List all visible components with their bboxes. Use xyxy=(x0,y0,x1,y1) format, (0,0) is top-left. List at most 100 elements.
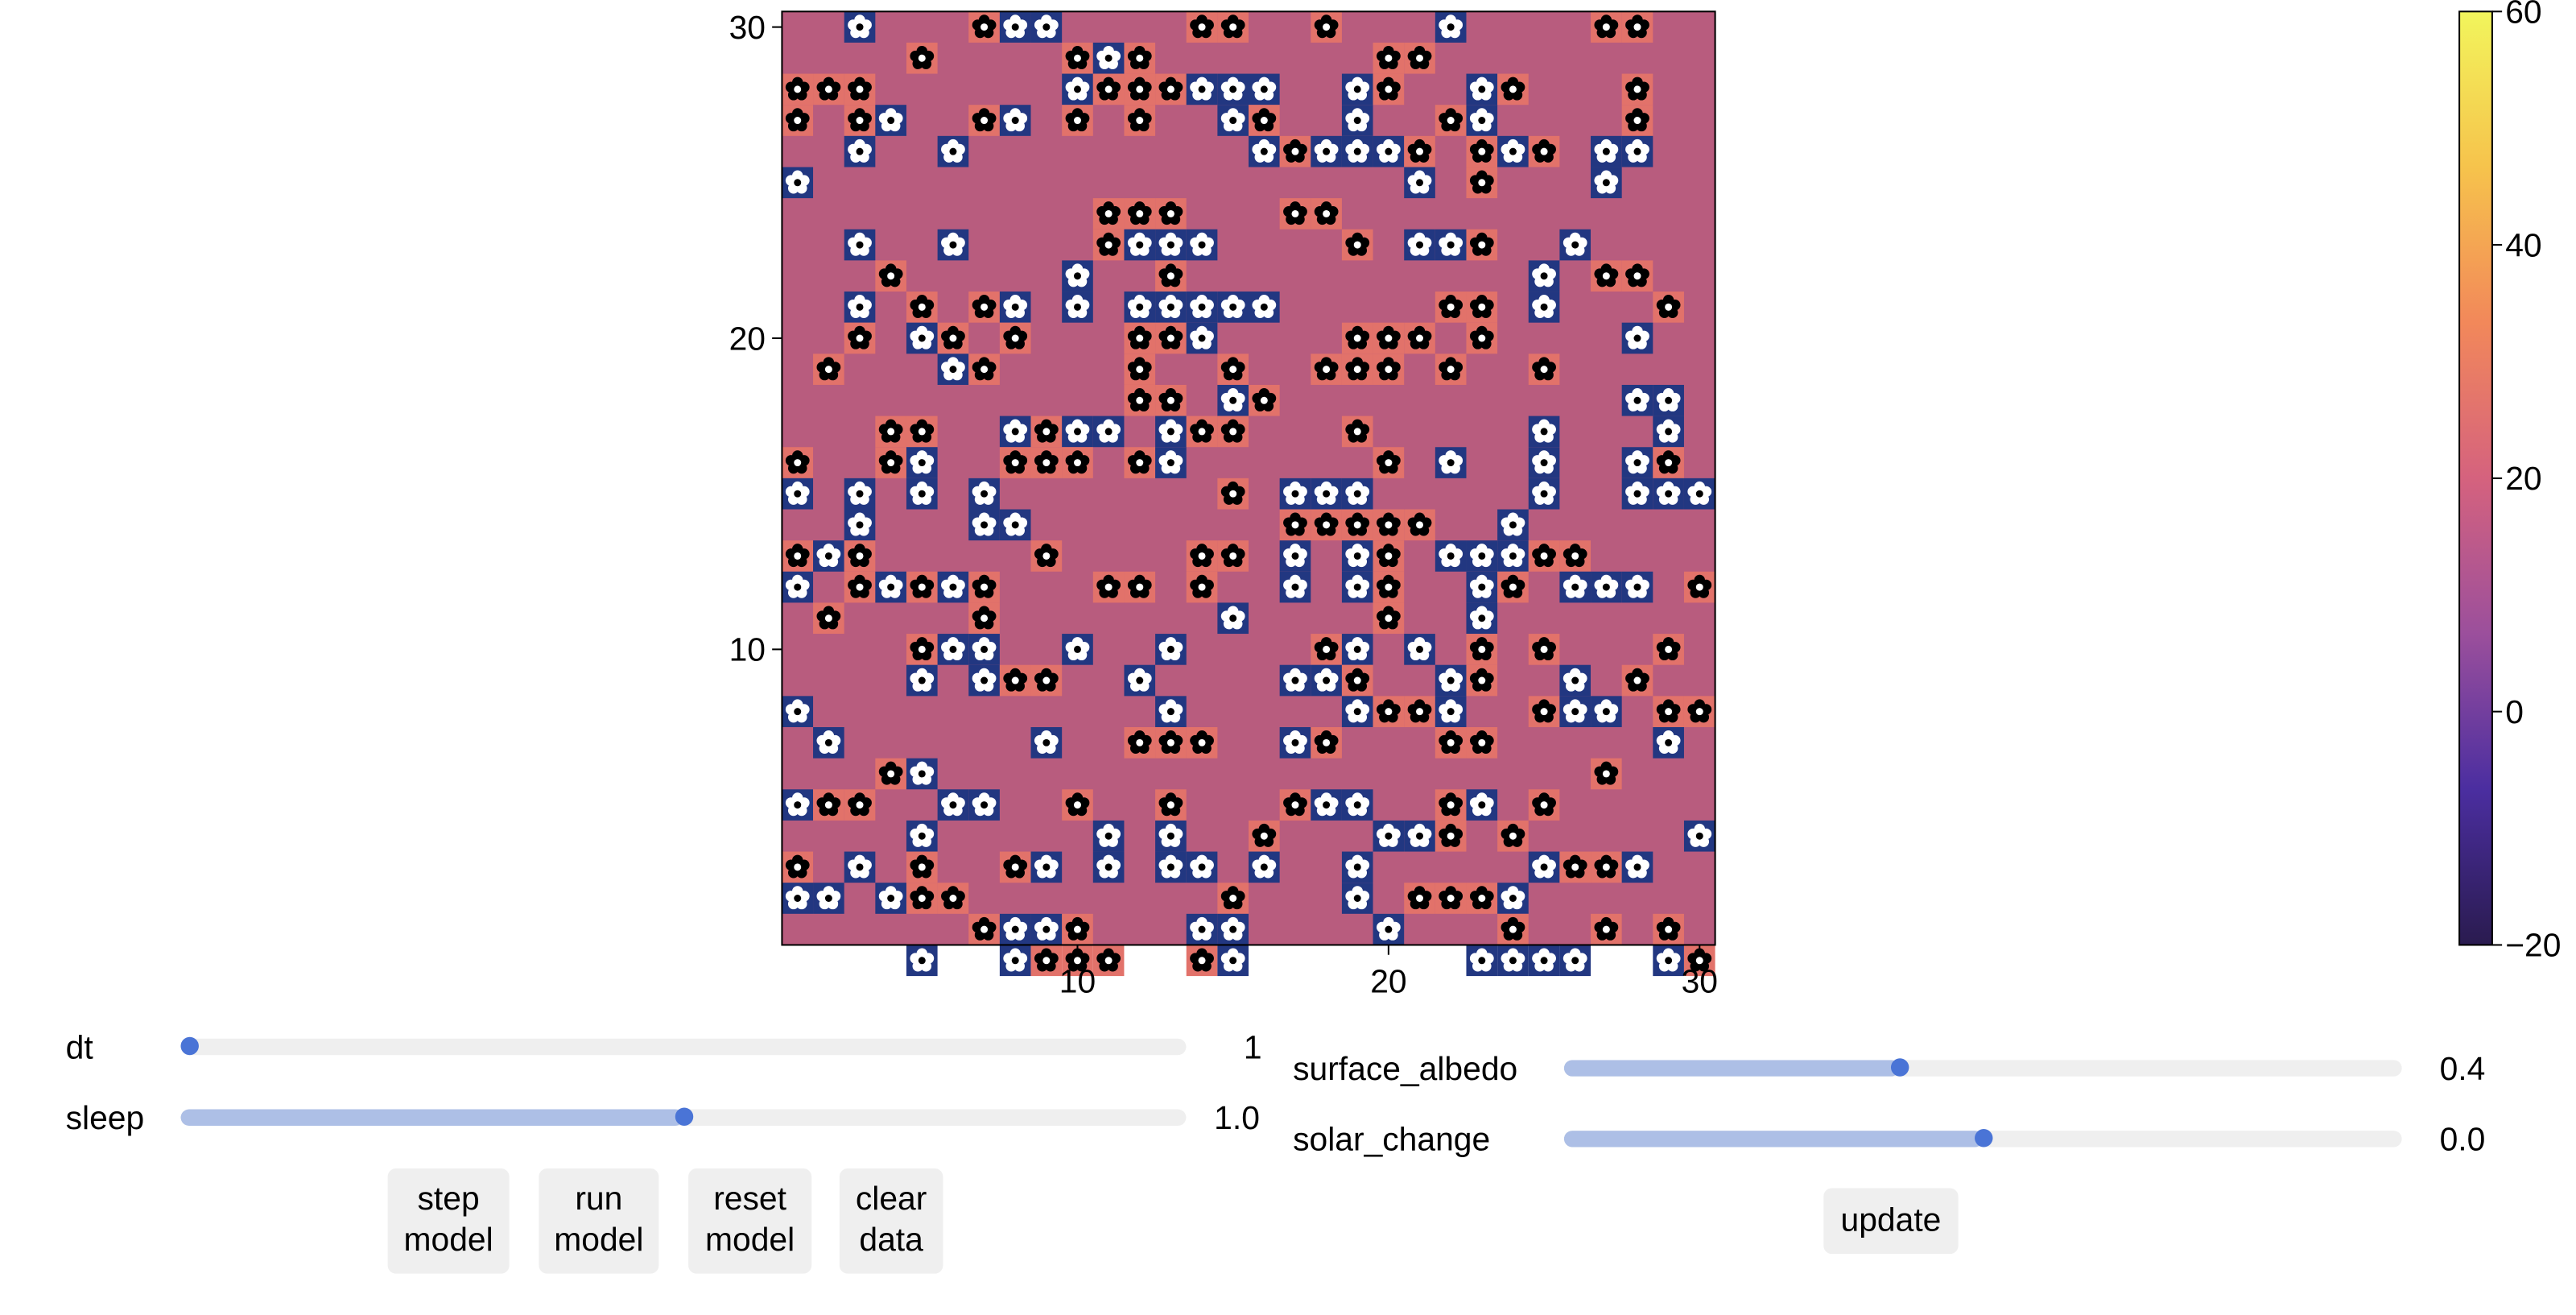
black-daisy xyxy=(1124,354,1156,385)
clear-data-button[interactable]: clear data xyxy=(839,1168,943,1274)
dt-slider-handle[interactable] xyxy=(180,1036,199,1056)
sleep-slider-handle[interactable] xyxy=(674,1107,693,1126)
black-daisy xyxy=(1404,42,1435,74)
black-daisy xyxy=(937,883,969,914)
white-daisy xyxy=(782,167,814,199)
white-daisy xyxy=(1279,540,1311,572)
solar-change-slider-handle[interactable] xyxy=(1974,1129,1992,1148)
black-daisy xyxy=(1528,696,1560,727)
white-daisy xyxy=(1683,478,1715,510)
white-daisy xyxy=(1217,105,1249,136)
white-daisy xyxy=(1092,42,1125,74)
white-daisy xyxy=(1155,820,1187,852)
white-daisy xyxy=(1155,696,1187,727)
white-daisy xyxy=(1217,384,1249,416)
white-daisy xyxy=(1341,135,1373,167)
white-daisy xyxy=(1092,416,1125,448)
white-daisy xyxy=(999,509,1031,541)
white-daisy xyxy=(1249,73,1280,105)
black-daisy xyxy=(875,416,906,448)
surface-albedo-slider[interactable] xyxy=(1563,1060,2402,1077)
black-daisy xyxy=(1311,198,1342,230)
black-daisy xyxy=(1373,571,1405,603)
black-daisy xyxy=(1653,292,1684,323)
black-daisy xyxy=(1217,540,1249,572)
black-daisy xyxy=(1124,384,1156,416)
white-daisy xyxy=(999,416,1031,448)
white-daisy xyxy=(1466,540,1498,572)
black-daisy xyxy=(844,571,876,603)
white-daisy xyxy=(1404,167,1435,199)
black-daisy xyxy=(1528,789,1560,821)
black-daisy xyxy=(1528,354,1560,385)
white-daisy xyxy=(906,664,938,697)
black-daisy xyxy=(1591,851,1622,883)
white-daisy xyxy=(1497,509,1529,541)
colorbar-tick-label: 40 xyxy=(2505,226,2541,263)
black-daisy xyxy=(1404,883,1435,914)
black-daisy xyxy=(1124,447,1156,478)
white-daisy xyxy=(999,945,1031,977)
black-daisy xyxy=(782,851,814,883)
white-daisy xyxy=(844,292,876,323)
black-daisy xyxy=(1062,105,1093,136)
surface-albedo-slider-handle[interactable] xyxy=(1889,1058,1909,1077)
white-daisy xyxy=(906,322,938,354)
white-daisy xyxy=(813,726,844,759)
white-daisy xyxy=(1155,292,1187,323)
dt-slider[interactable] xyxy=(180,1038,1187,1056)
white-daisy xyxy=(968,634,1000,665)
black-daisy xyxy=(968,913,1000,945)
white-daisy xyxy=(1249,135,1280,167)
black-daisy xyxy=(968,105,1000,136)
colorbar-tick-label: 0 xyxy=(2505,693,2524,730)
white-daisy xyxy=(1435,696,1467,727)
white-daisy xyxy=(1124,664,1156,697)
black-daisy xyxy=(1186,540,1218,572)
black-daisy xyxy=(1217,416,1249,448)
black-daisy xyxy=(1653,913,1684,945)
black-daisy xyxy=(999,851,1031,883)
black-daisy xyxy=(1030,447,1063,478)
black-daisy xyxy=(1155,384,1187,416)
white-daisy xyxy=(1030,726,1063,759)
clear-data-label: clear data xyxy=(855,1181,927,1259)
white-daisy xyxy=(782,571,814,603)
black-daisy xyxy=(1497,73,1529,105)
white-daisy xyxy=(999,105,1031,136)
surface-albedo-value: 0.4 xyxy=(2439,1052,2486,1089)
x-tick-label: 20 xyxy=(1370,963,1406,1000)
sleep-label: sleep xyxy=(65,1101,145,1138)
white-daisy xyxy=(1373,913,1405,945)
white-daisy xyxy=(1466,789,1498,821)
white-daisy xyxy=(1528,447,1560,478)
black-daisy xyxy=(1466,726,1498,759)
white-daisy xyxy=(1497,883,1529,914)
y-tick-label: 20 xyxy=(729,320,766,357)
white-daisy xyxy=(1341,478,1373,510)
white-daisy xyxy=(1591,571,1622,603)
black-daisy xyxy=(1466,135,1498,167)
black-daisy xyxy=(1186,945,1218,977)
white-daisy xyxy=(1217,913,1249,945)
white-daisy xyxy=(1497,945,1529,977)
white-daisy xyxy=(906,758,938,790)
white-daisy xyxy=(1217,945,1249,977)
black-daisy xyxy=(1030,945,1063,977)
white-daisy xyxy=(1466,73,1498,105)
white-daisy xyxy=(1591,167,1622,199)
white-daisy xyxy=(1062,73,1093,105)
step-model-button[interactable]: step model xyxy=(387,1168,510,1274)
white-daisy xyxy=(1653,416,1684,448)
black-daisy xyxy=(1217,478,1249,510)
x-axis-ticks: 10 20 30 xyxy=(1059,945,1718,1000)
black-daisy xyxy=(1124,322,1156,354)
white-daisy xyxy=(813,540,844,572)
black-daisy xyxy=(1435,789,1467,821)
white-daisy xyxy=(968,664,1000,697)
run-model-button[interactable]: run model xyxy=(539,1168,659,1274)
update-button[interactable]: update xyxy=(1823,1188,1959,1255)
reset-model-button[interactable]: reset model xyxy=(688,1168,812,1274)
black-daisy xyxy=(906,883,938,914)
black-daisy xyxy=(937,322,969,354)
